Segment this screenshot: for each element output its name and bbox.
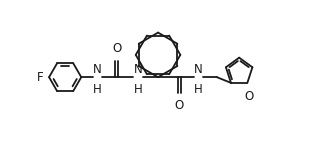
Text: H: H: [194, 83, 203, 96]
Text: O: O: [244, 90, 254, 103]
Text: H: H: [134, 83, 142, 96]
Text: O: O: [112, 42, 121, 56]
Text: N: N: [134, 63, 142, 76]
Text: H: H: [93, 83, 102, 96]
Text: F: F: [37, 71, 44, 84]
Text: N: N: [194, 63, 203, 76]
Text: O: O: [175, 99, 184, 112]
Text: N: N: [93, 63, 102, 76]
